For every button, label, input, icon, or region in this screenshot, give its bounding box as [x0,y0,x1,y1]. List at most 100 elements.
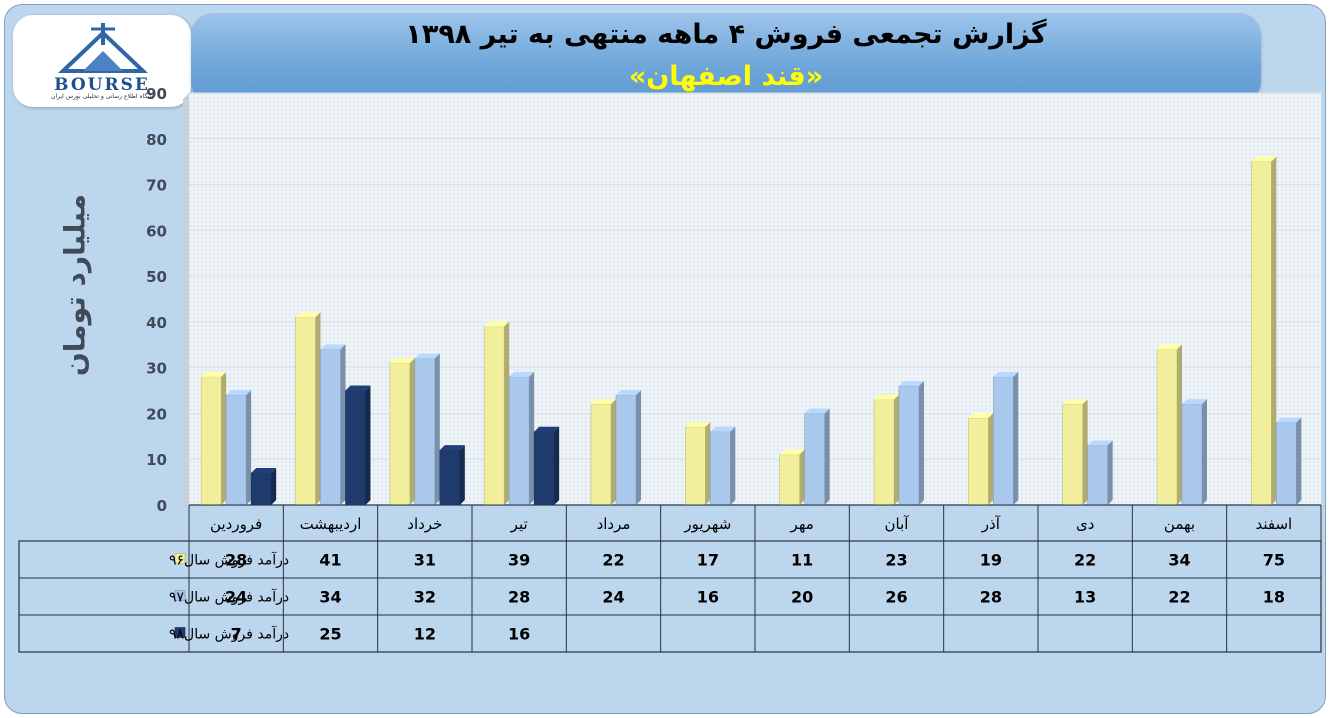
bar-front [533,431,555,506]
data-value-label: 16 [697,588,719,607]
data-value-label: 26 [885,588,907,607]
bar [389,358,415,506]
bar-top [993,371,1019,377]
bar-top [414,353,440,359]
bar-top [1251,156,1277,162]
bar [873,394,899,506]
y-tick-label: 0 [157,497,167,515]
bar-top [439,445,465,451]
bar-top [389,358,415,364]
bar-front [250,472,272,506]
bar-side [246,390,252,505]
y-tick-label: 90 [146,85,167,103]
bar-front [804,413,825,506]
bar [200,371,227,506]
bar-side [636,390,641,505]
bar-front [389,362,411,506]
bar [320,344,346,506]
bar-side [315,312,321,505]
bar-front [968,417,989,506]
bar-side [824,408,830,505]
bar [590,399,616,506]
bar-chart: 0 10 20 30 40 50 60 70 80 90 فروردین اردیبهشت خرداد… [18,85,1322,653]
data-value-label: 22 [1074,551,1096,570]
bar [804,408,830,506]
bar [685,422,711,506]
bar-front [873,399,895,506]
bar-front [1087,445,1108,506]
bar-side [459,445,465,505]
x-tick-label: خرداد [407,515,442,533]
bar-top [899,380,924,386]
x-tick-label: فروردین [210,515,262,533]
bar-front [993,376,1014,506]
bar-side [271,467,277,505]
bar-front [1181,403,1203,506]
bar-front [320,349,341,506]
bar [1087,440,1113,506]
bar [1062,399,1088,506]
data-value-label: 25 [319,625,341,644]
bar-front [1062,403,1083,506]
data-value-label: 31 [414,551,436,570]
bar-front [225,394,247,506]
legend-label: درآمد فروش سال۹۷ [169,589,289,606]
bar [439,445,465,506]
bar-front [439,449,461,506]
bar [898,380,924,506]
bar-front [1251,161,1272,506]
plot-area [189,93,1321,505]
bourse-logo: BOURSE پایگاه اطلاع رسانی و تحلیلی بورس … [13,15,191,107]
data-value-label: 16 [508,625,530,644]
y-tick-label: 50 [146,268,167,286]
bar-side [340,344,346,505]
bar-front [898,385,920,506]
bar [533,426,560,506]
data-value-label: 12 [414,625,436,644]
chart-subtitle: «قند اصفهان» [628,61,824,92]
title-banner: گزارش تجمعی فروش ۴ ماهه منتهی به تیر ۱۳۹… [191,13,1261,103]
bar-side [611,399,616,505]
chart-title: گزارش تجمعی فروش ۴ ماهه منتهی به تیر ۱۳۹… [405,19,1047,50]
data-value-label: 28 [225,551,247,570]
bar-front [1156,349,1178,506]
bar-top [201,371,227,377]
bar-top [874,394,899,400]
bar [295,312,321,506]
legend-label: درآمد فروش سال۹۸ [169,626,289,643]
data-value-label: 18 [1263,588,1285,607]
bar [1156,344,1182,506]
bar-side [434,353,440,505]
bar-side [504,321,510,505]
bar-top [1182,399,1207,405]
bar-front [508,376,530,506]
bar-front [590,403,612,506]
bar-top [295,312,321,318]
bar-side [1177,344,1182,505]
bar-top [534,426,560,432]
bar-side [730,426,736,505]
data-value-label: 39 [508,551,530,570]
bar-top [779,449,805,455]
bar [414,353,440,506]
data-value-label: 28 [508,588,530,607]
bar-top [1062,399,1088,405]
bar-top [484,321,510,327]
y-tick-label: 10 [146,451,167,469]
data-value-label: 75 [1263,551,1285,570]
bar-front [414,358,436,506]
y-tick-label: 60 [146,222,167,240]
bar-side [894,394,899,505]
data-value-label: 41 [319,551,341,570]
bar-top [345,385,371,391]
bar-front [685,426,706,506]
data-value-label: 24 [225,588,247,607]
bar [345,385,371,506]
bar-side [1271,156,1277,505]
data-value-label: 34 [319,588,341,607]
bar-front [345,390,366,506]
bar [968,413,994,506]
bar [1251,156,1277,506]
bar-top [320,344,346,350]
bar [483,321,510,506]
